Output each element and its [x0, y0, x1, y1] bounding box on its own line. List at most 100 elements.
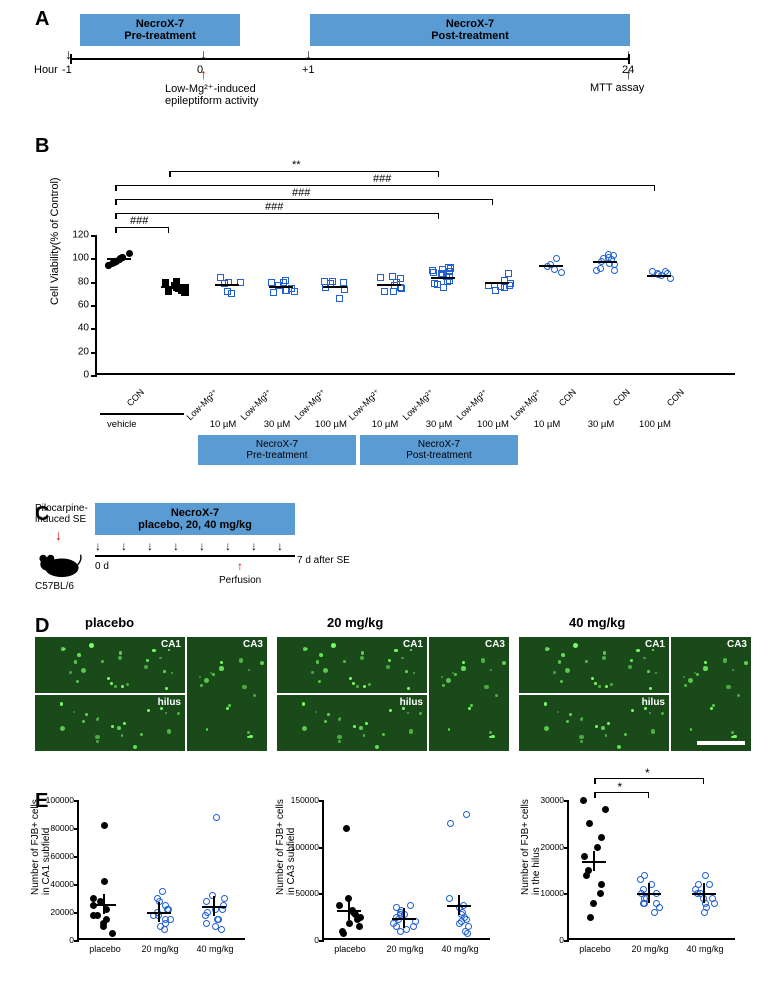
e-x-label: placebo [327, 944, 373, 954]
x-group-label: Low-Mg²⁺ [455, 387, 491, 423]
e-point [641, 872, 648, 879]
e-ytick-label: 20000 [37, 907, 74, 917]
e-point [447, 820, 454, 827]
micrograph-hilus: hilus [35, 695, 185, 751]
micrograph-ca3: CA3 [429, 637, 509, 751]
e-ytick-label: 60000 [37, 851, 74, 861]
count-chart: Number of FJB+ cells in CA1 subfield0200… [35, 800, 245, 960]
significance-label: ### [130, 215, 148, 227]
e-point [340, 930, 347, 937]
dose-label: 30 µM [579, 419, 623, 430]
scale-bar [697, 741, 745, 745]
perfusion-arrow-icon: ↑ [237, 559, 243, 573]
e-x-label: 40 mg/kg [192, 944, 238, 954]
dose-arrow-icon: ↓ [225, 539, 231, 553]
x-group-label: CON [557, 387, 578, 408]
e-point [203, 898, 210, 905]
e-point [157, 923, 164, 930]
data-point [270, 289, 277, 296]
event-label: MTT assay [590, 82, 644, 94]
tick-arrow-icon: ↓ [65, 46, 72, 62]
dose-arrow-icon: ↓ [121, 539, 127, 553]
hour-tick-label: +1 [302, 64, 315, 76]
e-x-label: placebo [572, 944, 618, 954]
e-point [465, 923, 472, 930]
vehicle-underline [100, 413, 184, 415]
x-group-label: CON [611, 387, 632, 408]
y-tick-label: 100 [65, 253, 89, 264]
e-point [343, 825, 350, 832]
e-point [393, 923, 400, 930]
treatment-box: NecroX-7 Pre-treatment [80, 14, 240, 46]
y-tick-label: 0 [65, 370, 89, 381]
treatment-box: NecroX-7 Post-treatment [310, 14, 630, 46]
e-point [594, 844, 601, 851]
data-point [597, 265, 604, 272]
dose-label: 10 µM [201, 419, 245, 430]
significance-bracket [115, 185, 655, 186]
e-point [203, 920, 210, 927]
data-point [217, 274, 224, 281]
e-x-label: 20 mg/kg [627, 944, 673, 954]
e-ytick-label: 0 [282, 935, 319, 945]
dose-label: 100 µM [471, 419, 515, 430]
e-point [702, 872, 709, 879]
end-label: 7 d after SE [297, 555, 350, 566]
tick-arrow-icon: ↓ [200, 46, 207, 62]
micrograph-hilus: hilus [519, 695, 669, 751]
median-line [485, 282, 509, 284]
micrograph-ca3: CA3 [671, 637, 751, 751]
hour-tick-label: -1 [62, 64, 72, 76]
e-ytick-label: 40000 [37, 879, 74, 889]
significance-label: ### [265, 201, 283, 213]
data-point [165, 288, 172, 295]
e-point [356, 923, 363, 930]
dose-arrow-icon: ↓ [199, 539, 205, 553]
e-point [598, 881, 605, 888]
data-point [492, 287, 499, 294]
e-ytick-label: 50000 [282, 888, 319, 898]
e-axis-area: 050000100000150000placebo20 mg/kg40 mg/k… [322, 800, 490, 940]
e-point [641, 900, 648, 907]
data-point [558, 269, 565, 276]
data-point [377, 274, 384, 281]
data-point [389, 273, 396, 280]
e-x-label: 40 mg/kg [437, 944, 483, 954]
e-ytick-label: 20000 [527, 842, 564, 852]
hour-axis-label: Hour [34, 64, 58, 76]
data-point [429, 267, 436, 274]
e-point [346, 920, 353, 927]
e-point [598, 834, 605, 841]
data-point [282, 287, 289, 294]
dose-arrow-icon: ↓ [95, 539, 101, 553]
e-point [709, 895, 716, 902]
e-point [464, 930, 471, 937]
tick-arrow-icon: ↓ [305, 46, 312, 62]
e-point [597, 890, 604, 897]
micrograph-ca3: CA3 [187, 637, 267, 751]
median-line [431, 277, 455, 279]
treatment-group-box: NecroX-7 Pre-treatment [198, 435, 356, 465]
median-line [593, 261, 617, 263]
data-point [336, 295, 343, 302]
e-point [101, 878, 108, 885]
e-point [695, 881, 702, 888]
y-tick-label: 60 [65, 300, 89, 311]
e-ytick-label: 10000 [527, 888, 564, 898]
panel-a-label: A [35, 8, 49, 31]
e-point [393, 904, 400, 911]
dose-label: 30 µM [417, 419, 461, 430]
x-group-label: Low-Mg²⁺ [293, 387, 329, 423]
dose-label: 30 µM [255, 419, 299, 430]
e-ytick-label: 0 [37, 935, 74, 945]
data-point [340, 279, 347, 286]
e-axis-area: 0100002000030000placebo20 mg/kg40 mg/kg*… [567, 800, 735, 940]
x-group-label: Low-Mg²⁺ [401, 387, 437, 423]
data-point [224, 288, 231, 295]
e-x-label: 20 mg/kg [137, 944, 183, 954]
significance-bracket [115, 213, 439, 214]
mouse-icon [35, 551, 83, 579]
y-tick-label: 120 [65, 230, 89, 241]
e-sig-label: * [645, 766, 650, 780]
dose-arrow-icon: ↓ [147, 539, 153, 553]
